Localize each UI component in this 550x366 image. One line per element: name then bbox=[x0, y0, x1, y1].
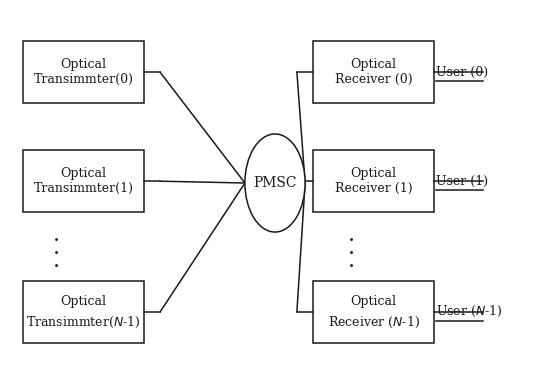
Text: User (0): User (0) bbox=[437, 66, 488, 79]
Text: Optical
Transimmter(1): Optical Transimmter(1) bbox=[34, 167, 134, 195]
Text: Optical
Receiver (0): Optical Receiver (0) bbox=[335, 58, 412, 86]
Text: Optical
Receiver (1): Optical Receiver (1) bbox=[335, 167, 412, 195]
Bar bbox=[314, 41, 434, 103]
Ellipse shape bbox=[245, 134, 305, 232]
Text: ·: · bbox=[348, 230, 355, 252]
Text: ·: · bbox=[53, 230, 59, 252]
Bar bbox=[314, 150, 434, 212]
Text: User (1): User (1) bbox=[437, 175, 488, 188]
Text: Optical
Transimmter(0): Optical Transimmter(0) bbox=[34, 58, 134, 86]
Text: ·: · bbox=[348, 243, 355, 265]
Text: Transimmter($N$-1): Transimmter($N$-1) bbox=[26, 314, 141, 330]
Text: ·: · bbox=[348, 255, 355, 277]
Bar bbox=[23, 281, 144, 343]
Bar bbox=[314, 281, 434, 343]
Text: Optical: Optical bbox=[350, 295, 397, 308]
Text: Receiver ($N$-1): Receiver ($N$-1) bbox=[327, 314, 420, 330]
Bar bbox=[23, 150, 144, 212]
Text: User ($N$-1): User ($N$-1) bbox=[437, 305, 503, 320]
Text: PMSC: PMSC bbox=[253, 176, 297, 190]
Bar bbox=[23, 41, 144, 103]
Text: ·: · bbox=[53, 243, 59, 265]
Text: Optical: Optical bbox=[60, 295, 107, 308]
Text: ·: · bbox=[53, 255, 59, 277]
